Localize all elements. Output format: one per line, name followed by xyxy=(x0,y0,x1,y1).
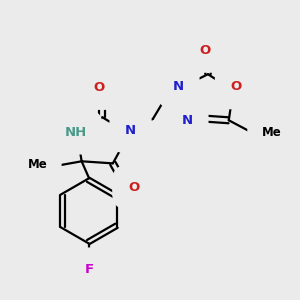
Text: NH: NH xyxy=(64,126,87,139)
Text: N: N xyxy=(173,80,184,93)
Text: Me: Me xyxy=(262,126,281,139)
Text: O: O xyxy=(200,44,211,57)
Text: O: O xyxy=(128,181,139,194)
Text: O: O xyxy=(231,80,242,94)
Text: O: O xyxy=(94,81,105,94)
Text: N: N xyxy=(125,124,136,137)
Text: Me: Me xyxy=(28,158,47,171)
Text: F: F xyxy=(85,263,94,276)
Text: N: N xyxy=(182,114,193,127)
